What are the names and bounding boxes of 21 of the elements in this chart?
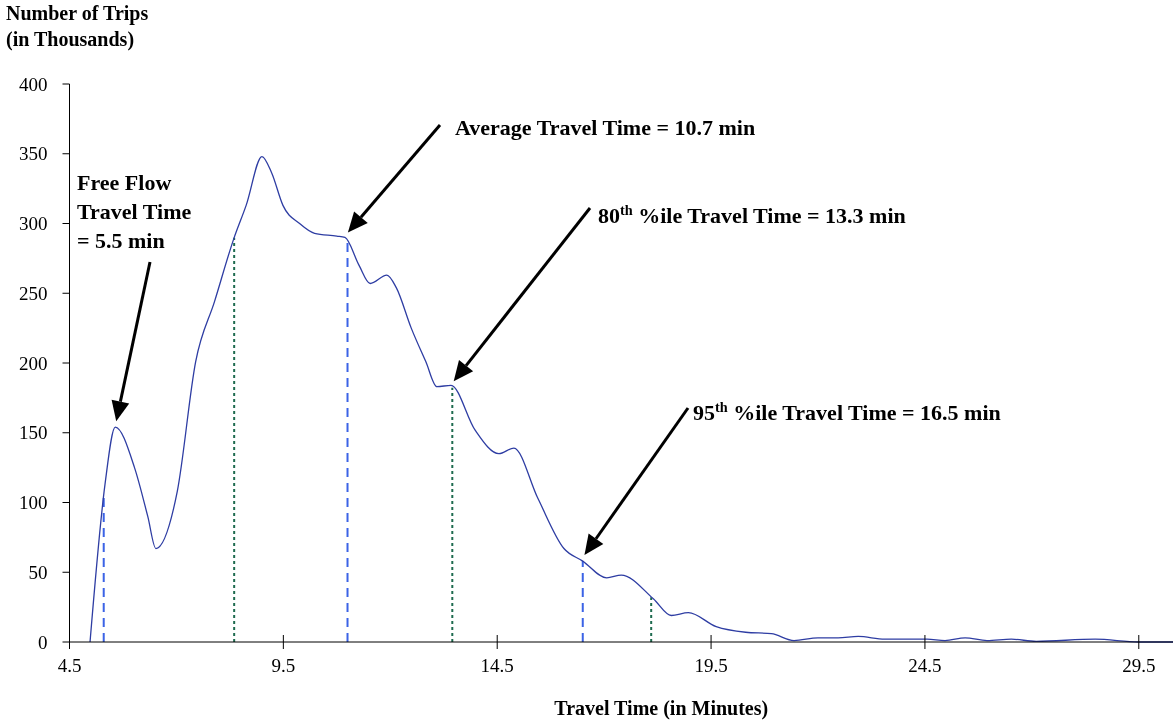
x-tick-label: 14.5 — [480, 655, 514, 676]
y-tick-label: 250 — [19, 282, 48, 304]
x-tick-label: 19.5 — [694, 655, 728, 676]
x-tick-label: 9.5 — [271, 655, 296, 676]
annotation: Free Flow Travel Time = 5.5 min — [77, 170, 192, 253]
x-tick-label: 29.5 — [1122, 655, 1156, 676]
y-tick-label: 200 — [19, 352, 48, 374]
annotation: 95$^{th}$ %ile Travel Time = 16.5 min — [693, 399, 1001, 425]
x-tick-label: 24.5 — [908, 655, 942, 676]
y-tick-label: 50 — [28, 561, 48, 583]
annotation: 80$^{th}$ %ile Travel Time = 13.3 min — [598, 202, 906, 228]
y-axis-title: Number of Trips (in Thousands) — [6, 2, 149, 51]
y-tick-label: 100 — [19, 492, 48, 514]
y-tick-label: 350 — [19, 143, 48, 165]
y-tick-label: 400 — [19, 73, 48, 95]
x-axis-title: Travel Time (in Minutes) — [554, 697, 769, 720]
annotation: Average Travel Time = 10.7 min — [455, 115, 756, 140]
y-tick-label: 150 — [19, 422, 48, 444]
y-tick-label: 0 — [38, 631, 48, 653]
x-tick-label: 4.5 — [57, 655, 82, 676]
y-tick-label: 300 — [19, 213, 48, 235]
